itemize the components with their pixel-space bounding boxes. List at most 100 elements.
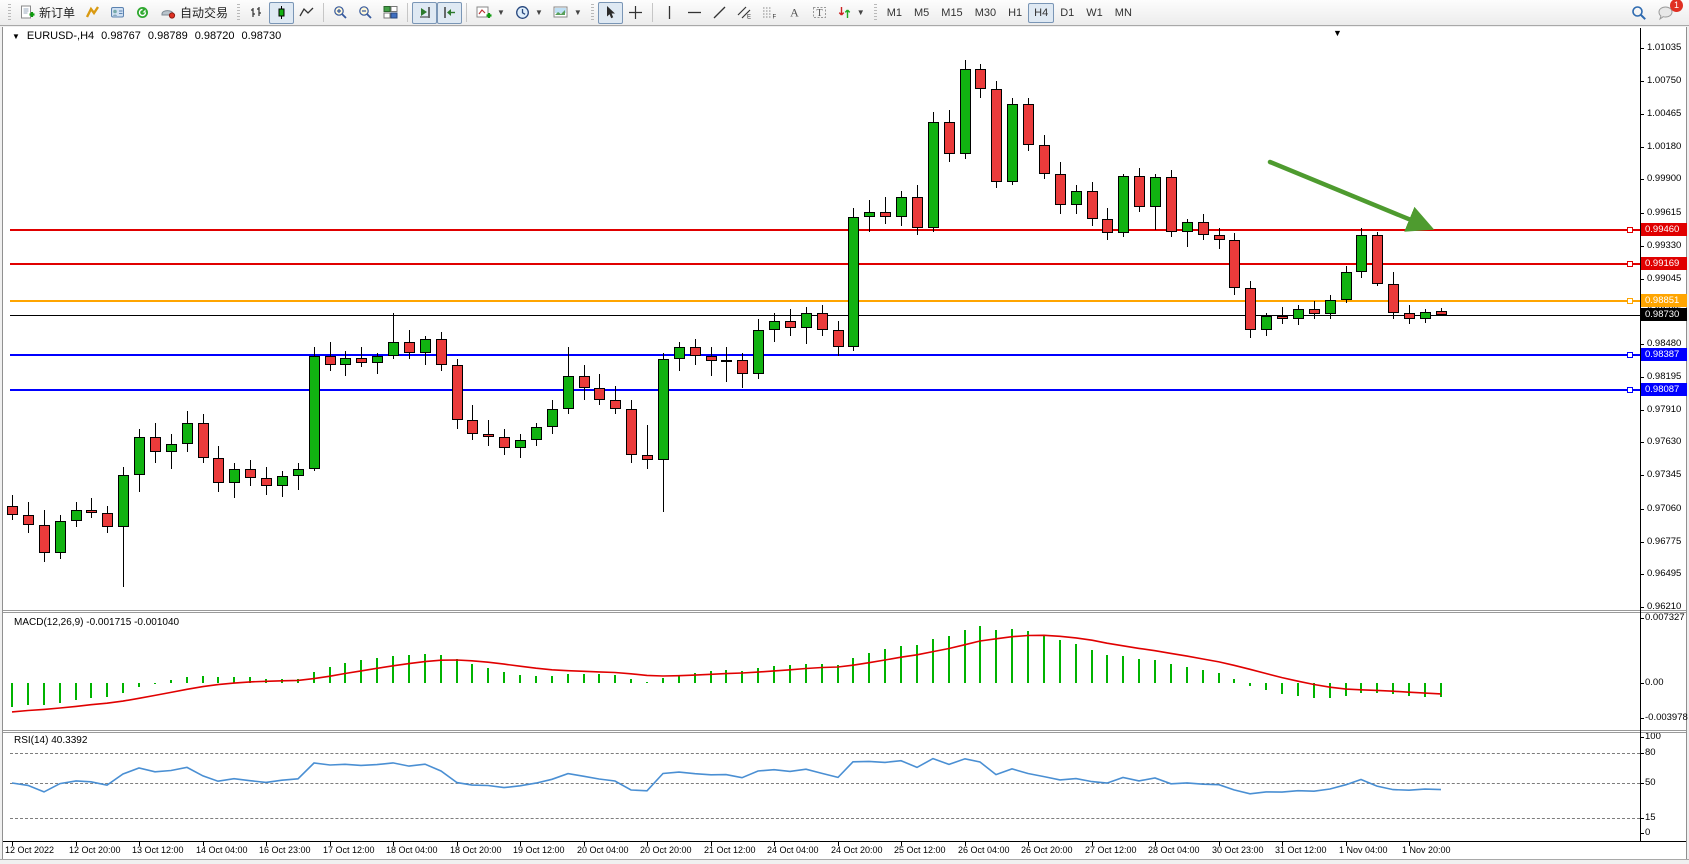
tab-timeframe-w1[interactable]: W1 <box>1086 6 1103 19</box>
time-axis[interactable] <box>3 842 1686 859</box>
periods-button[interactable]: ▼ <box>510 2 548 24</box>
chart-shift-icon <box>442 5 457 20</box>
fibonacci-icon: F <box>762 5 777 20</box>
rsi-panel[interactable] <box>10 733 1640 841</box>
toolbar-separator <box>323 3 325 22</box>
zoom-out-button[interactable] <box>353 2 378 24</box>
new-order-button[interactable]: 新订单 <box>15 2 80 24</box>
svg-text:T: T <box>816 8 822 19</box>
dropdown-caret-icon: ▼ <box>856 8 865 17</box>
timeframe-group: M1 M5 M15 M30 H1 H4 D1 W1 MN <box>881 2 1138 23</box>
chart-shift-button[interactable] <box>437 1 463 24</box>
refresh-icon <box>135 5 150 20</box>
trendline-button[interactable] <box>707 2 732 24</box>
refresh-button[interactable] <box>130 2 155 24</box>
horizontal-line-button[interactable] <box>682 2 707 24</box>
trendline-icon <box>712 5 727 20</box>
navigator-icon <box>110 5 125 20</box>
search-icon <box>1631 5 1647 21</box>
toolbar-separator <box>407 3 409 22</box>
macd-label: MACD(12,26,9) -0.001715 -0.001040 <box>14 617 180 628</box>
tile-windows-button[interactable] <box>378 2 403 24</box>
tab-timeframe-d1[interactable]: D1 <box>1060 6 1075 19</box>
symbol-dropdown-arrow[interactable]: ▼ <box>12 31 20 41</box>
window-left-edge <box>0 27 3 864</box>
line-chart-button[interactable] <box>294 2 319 24</box>
equidistant-channel-button[interactable]: E <box>732 2 757 24</box>
chart-header: ▼ EURUSD-,H4 0.98767 0.98789 0.98720 0.9… <box>12 30 281 42</box>
axis-vertical-line <box>1640 28 1641 841</box>
crosshair-icon <box>628 5 643 20</box>
search-button[interactable] <box>1626 2 1652 24</box>
toolbar-grip[interactable] <box>8 3 11 22</box>
toolbar-separator <box>466 3 468 22</box>
auto-scroll-button[interactable] <box>412 1 438 24</box>
candlestick-chart-button[interactable] <box>269 1 295 24</box>
tile-windows-icon <box>383 5 398 20</box>
main-chart-panel[interactable] <box>10 28 1640 610</box>
horizontal-line-icon <box>687 5 702 20</box>
panel-separator[interactable] <box>3 730 1686 733</box>
dropdown-caret-icon: ▼ <box>573 8 582 17</box>
notification-bubble-icon <box>1657 5 1674 21</box>
macd-panel[interactable] <box>10 613 1640 730</box>
auto-scroll-icon <box>417 5 432 20</box>
cursor-button[interactable] <box>597 1 623 24</box>
arrows-button[interactable]: ▼ <box>832 2 870 24</box>
new-order-icon <box>20 5 35 20</box>
vertical-line-icon <box>662 5 677 20</box>
templates-button[interactable]: ▼ <box>548 2 587 24</box>
tab-timeframe-h1[interactable]: H1 <box>1008 6 1023 19</box>
text-icon: A <box>787 5 802 20</box>
text-label-button[interactable]: T <box>807 2 832 24</box>
toolbar-grip[interactable] <box>590 3 594 22</box>
panel-separator[interactable] <box>3 610 1686 613</box>
window-right-edge <box>1686 27 1689 864</box>
price-axis[interactable] <box>1641 28 1686 841</box>
svg-text:A: A <box>790 6 799 20</box>
market-watch-button[interactable] <box>80 2 105 24</box>
ohlc-low: 0.98720 <box>194 30 235 42</box>
dropdown-caret-icon: ▼ <box>497 8 505 17</box>
tab-timeframe-m30[interactable]: M30 <box>974 6 997 19</box>
toolbar-grip[interactable] <box>237 3 241 22</box>
cursor-icon <box>603 5 618 20</box>
tab-timeframe-m1[interactable]: M1 <box>886 6 902 19</box>
crosshair-button[interactable] <box>623 2 648 24</box>
zoom-in-button[interactable] <box>328 2 353 24</box>
autotrading-button[interactable]: 自动交易 <box>155 2 233 24</box>
tab-timeframe-h4[interactable]: H4 <box>1028 2 1055 23</box>
notifications-button[interactable]: 1 <box>1652 0 1683 24</box>
text-label-icon: T <box>812 5 827 20</box>
line-chart-icon <box>299 5 314 20</box>
toolbar-separator <box>651 3 653 22</box>
ohlc-high: 0.98789 <box>147 30 188 42</box>
market-watch-icon <box>85 5 100 20</box>
navigator-button[interactable] <box>105 2 130 24</box>
add-indicator-button[interactable]: ▼ <box>471 2 510 24</box>
chart-title: EURUSD-,H4 <box>26 30 95 42</box>
zoom-in-icon <box>333 5 348 20</box>
ohlc-close: 0.98730 <box>241 30 282 42</box>
bar-chart-icon <box>249 5 264 20</box>
add-indicator-icon <box>476 5 492 20</box>
templates-icon <box>553 5 569 20</box>
toolbar-grip[interactable] <box>873 3 877 22</box>
new-order-label: 新订单 <box>39 6 76 20</box>
dropdown-caret-icon: ▼ <box>534 8 543 17</box>
tab-timeframe-m5[interactable]: M5 <box>914 6 930 19</box>
zoom-out-icon <box>358 5 373 20</box>
autotrading-icon <box>160 5 176 20</box>
tab-timeframe-mn[interactable]: MN <box>1114 6 1132 19</box>
tab-timeframe-m15[interactable]: M15 <box>941 6 963 19</box>
toolbar: 新订单 自动交易 <box>0 0 1689 26</box>
ohlc-open: 0.98767 <box>101 30 141 42</box>
fibonacci-button[interactable]: F <box>757 2 782 24</box>
text-button[interactable]: A <box>782 2 807 24</box>
notification-count-badge: 1 <box>1670 0 1683 12</box>
vertical-line-button[interactable] <box>657 2 682 24</box>
bar-chart-button[interactable] <box>244 2 269 24</box>
arrows-icon <box>837 5 852 20</box>
chart-corner-arrow[interactable]: ▼ <box>1333 28 1342 38</box>
